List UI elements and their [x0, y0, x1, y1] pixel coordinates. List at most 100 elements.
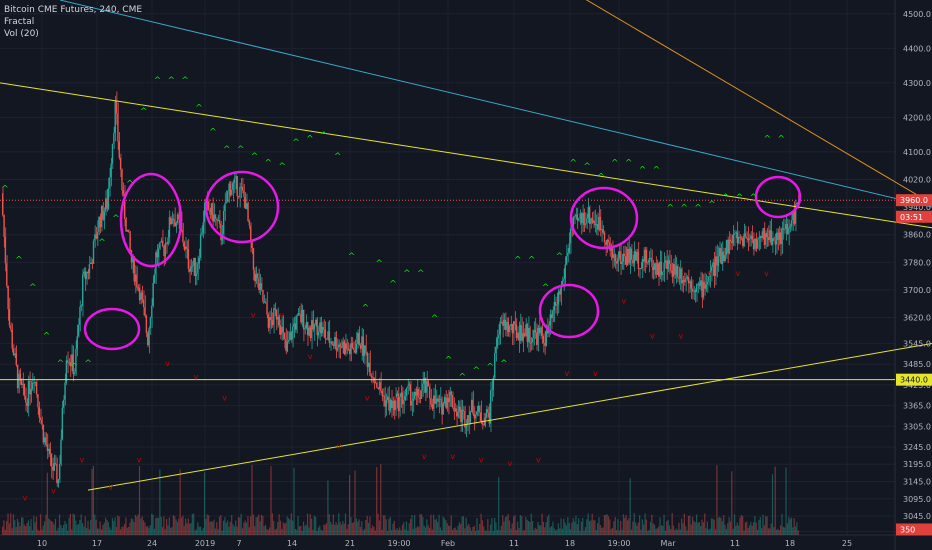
volume-bar — [141, 516, 143, 535]
volume-bar — [285, 522, 287, 535]
volume-bar — [484, 530, 486, 535]
y-tick-label: 4200.0 — [903, 113, 931, 122]
fractal-up-marker: ^ — [556, 252, 564, 262]
candle-body — [283, 332, 286, 340]
volume-bar — [557, 523, 559, 535]
fractal-up-marker: ^ — [57, 359, 65, 369]
volume-bar — [49, 519, 51, 535]
candle-body — [480, 412, 482, 423]
volume-bar — [208, 515, 210, 535]
candle-body — [359, 344, 362, 349]
candle-body — [758, 238, 760, 240]
volume-bar — [443, 518, 446, 535]
volume-bar — [500, 525, 503, 535]
volume-bar — [766, 516, 768, 535]
volume-bar — [565, 525, 568, 535]
candle-body — [271, 320, 273, 326]
volume-bar — [27, 520, 29, 535]
volume-bar — [340, 524, 343, 535]
y-tick-label: 4400.0 — [903, 44, 931, 53]
candle-body — [748, 238, 751, 240]
candle-body — [781, 228, 783, 245]
candle-body — [686, 277, 688, 279]
volume-bar — [713, 519, 715, 535]
fractal-down-marker: v — [564, 369, 569, 378]
volume-bar — [19, 526, 21, 535]
volume-bar — [728, 517, 730, 535]
candle-body — [117, 113, 119, 142]
volume-bar — [731, 471, 733, 535]
level-price-tag-bg — [896, 373, 932, 386]
volume-bar — [370, 528, 372, 535]
fractal-up-marker: ^ — [694, 204, 702, 214]
candle-body — [172, 218, 174, 220]
volume-bar — [259, 521, 261, 535]
volume-bar — [428, 528, 431, 535]
volume-bar — [296, 529, 298, 535]
candle-body — [267, 314, 269, 328]
fractal-down-marker: v — [593, 369, 598, 378]
candle-body — [122, 190, 124, 194]
candle-body — [231, 189, 233, 196]
volume-bar — [537, 521, 539, 535]
volume-bar — [495, 522, 497, 535]
candle-body — [485, 409, 488, 418]
volume-bar — [342, 520, 344, 535]
candle-body — [411, 400, 413, 406]
volume-bar — [632, 521, 634, 535]
volume-bar — [560, 518, 562, 535]
volume-bar — [653, 524, 656, 535]
volume-bar — [522, 530, 524, 535]
candle-body — [50, 453, 52, 467]
fractal-up-marker: ^ — [528, 255, 536, 265]
volume-bar — [83, 526, 85, 535]
candle-body — [229, 183, 231, 196]
volume-bar — [462, 516, 465, 535]
fractal-up-marker: ^ — [486, 362, 494, 372]
candle-body — [533, 330, 535, 339]
volume-bar — [710, 518, 713, 535]
candle-body — [594, 220, 596, 226]
volume-bar — [250, 516, 252, 535]
candle-body — [11, 330, 13, 349]
volume-indicator-label[interactable]: Vol (20) — [4, 29, 39, 39]
candle-body — [664, 260, 667, 263]
candle-body — [90, 262, 92, 264]
volume-bar — [609, 519, 611, 535]
volume-bar — [437, 521, 439, 535]
candle-body — [677, 265, 679, 278]
volume-bar — [233, 526, 235, 535]
candle-body — [33, 382, 35, 384]
volume-bar — [313, 515, 315, 535]
volume-bar — [381, 529, 383, 535]
candle-body — [152, 283, 154, 306]
volume-bar — [538, 525, 540, 535]
candle-body — [258, 278, 260, 291]
candle-body — [510, 323, 512, 326]
volume-bar — [452, 529, 454, 535]
candle-body — [796, 203, 798, 205]
candle-body — [195, 273, 198, 276]
volume-bar — [256, 517, 259, 535]
candle-body — [735, 232, 737, 234]
volume-bar — [159, 469, 161, 535]
time-axis[interactable]: 10 17 24 2019 7 14 21 19:00 Feb 11 18 19:00 Mar 11 18 2… — [37, 539, 852, 548]
candle-body — [155, 252, 157, 275]
price-axis[interactable]: 4500.0 4400.0 4300.0 4200.0 4100.0 4020.0 3940… — [903, 10, 931, 537]
fractal-down-marker: v — [764, 269, 769, 278]
symbol-title[interactable]: Bitcoin CME Futures, 240, CME — [4, 5, 143, 15]
volume-bar — [142, 520, 145, 535]
volume-bar — [376, 467, 378, 535]
fractal-up-marker: ^ — [98, 238, 106, 248]
candle-body — [738, 236, 740, 244]
volume-bar — [403, 522, 405, 535]
volume-bar — [704, 513, 706, 535]
fractal-indicator-label[interactable]: Fractal — [4, 17, 35, 27]
candle-body — [470, 399, 473, 412]
candle-body — [607, 239, 610, 243]
volume-bar — [125, 517, 127, 535]
x-tick-label: 11 — [509, 539, 519, 548]
candle-body — [247, 203, 249, 222]
candle-body — [170, 217, 172, 225]
